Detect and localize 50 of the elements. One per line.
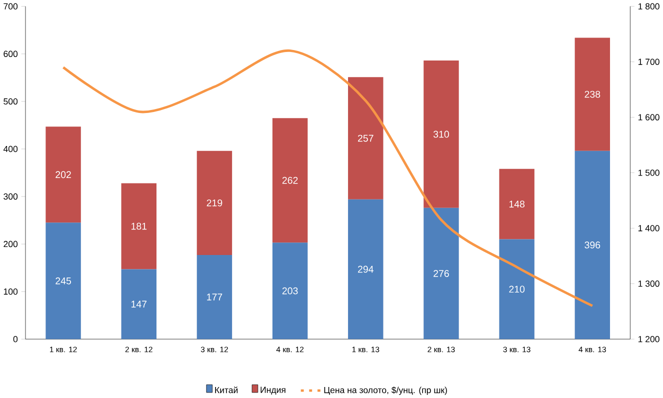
y2-tick-label: 1 200 — [638, 336, 660, 342]
bar — [574, 150, 610, 339]
data-label: 396 — [584, 241, 600, 248]
data-label: 262 — [282, 176, 298, 184]
bar — [272, 118, 308, 242]
bar — [196, 150, 232, 255]
bar — [46, 222, 81, 339]
y-tick-label: 700 — [4, 3, 18, 10]
data-label: 245 — [56, 277, 72, 284]
bar — [424, 60, 459, 208]
y2-tick-label: 1 600 — [638, 114, 660, 120]
bar — [499, 239, 534, 339]
data-label: 310 — [433, 130, 449, 138]
bar — [121, 269, 156, 339]
data-label: 202 — [56, 170, 71, 178]
legend-label: Цена на золото, $/унц. (пр шк) — [324, 386, 447, 395]
y-tick-label: 400 — [3, 146, 18, 152]
y-tick-label: 600 — [4, 50, 18, 57]
y2-tick-label: 1 300 — [638, 280, 660, 287]
bar — [272, 242, 308, 339]
bar — [424, 208, 459, 339]
y-tick-label: 300 — [4, 193, 18, 200]
bar — [499, 168, 534, 240]
data-label: 294 — [358, 266, 374, 272]
y-tick-label: 500 — [4, 98, 18, 104]
data-label: 177 — [207, 293, 222, 300]
y2-tick-label: 1 800 — [638, 3, 660, 10]
bar — [574, 38, 610, 151]
data-label: 219 — [206, 199, 222, 206]
data-label: 276 — [434, 270, 449, 277]
bar — [348, 76, 384, 200]
y2-tick-label: 1 400 — [638, 224, 660, 232]
y2-tick-label: 1 700 — [638, 58, 660, 65]
legend-label: Индия — [260, 386, 286, 394]
data-label: 238 — [584, 90, 600, 98]
data-label: 257 — [358, 134, 374, 142]
data-label: 148 — [509, 200, 525, 208]
y-tick-label: 100 — [4, 288, 18, 294]
bar — [348, 199, 384, 339]
bar — [196, 254, 232, 339]
y-tick-label: 200 — [4, 240, 18, 247]
y-tick-label: 0 — [13, 336, 18, 342]
legend-label: Китай — [215, 386, 238, 393]
data-label: 203 — [282, 287, 298, 294]
bar — [121, 182, 156, 270]
data-label: 210 — [509, 286, 525, 292]
data-label: 181 — [131, 222, 147, 230]
data-label: 147 — [131, 300, 147, 308]
y2-tick-label: 1 500 — [638, 169, 660, 176]
bar — [46, 126, 81, 222]
